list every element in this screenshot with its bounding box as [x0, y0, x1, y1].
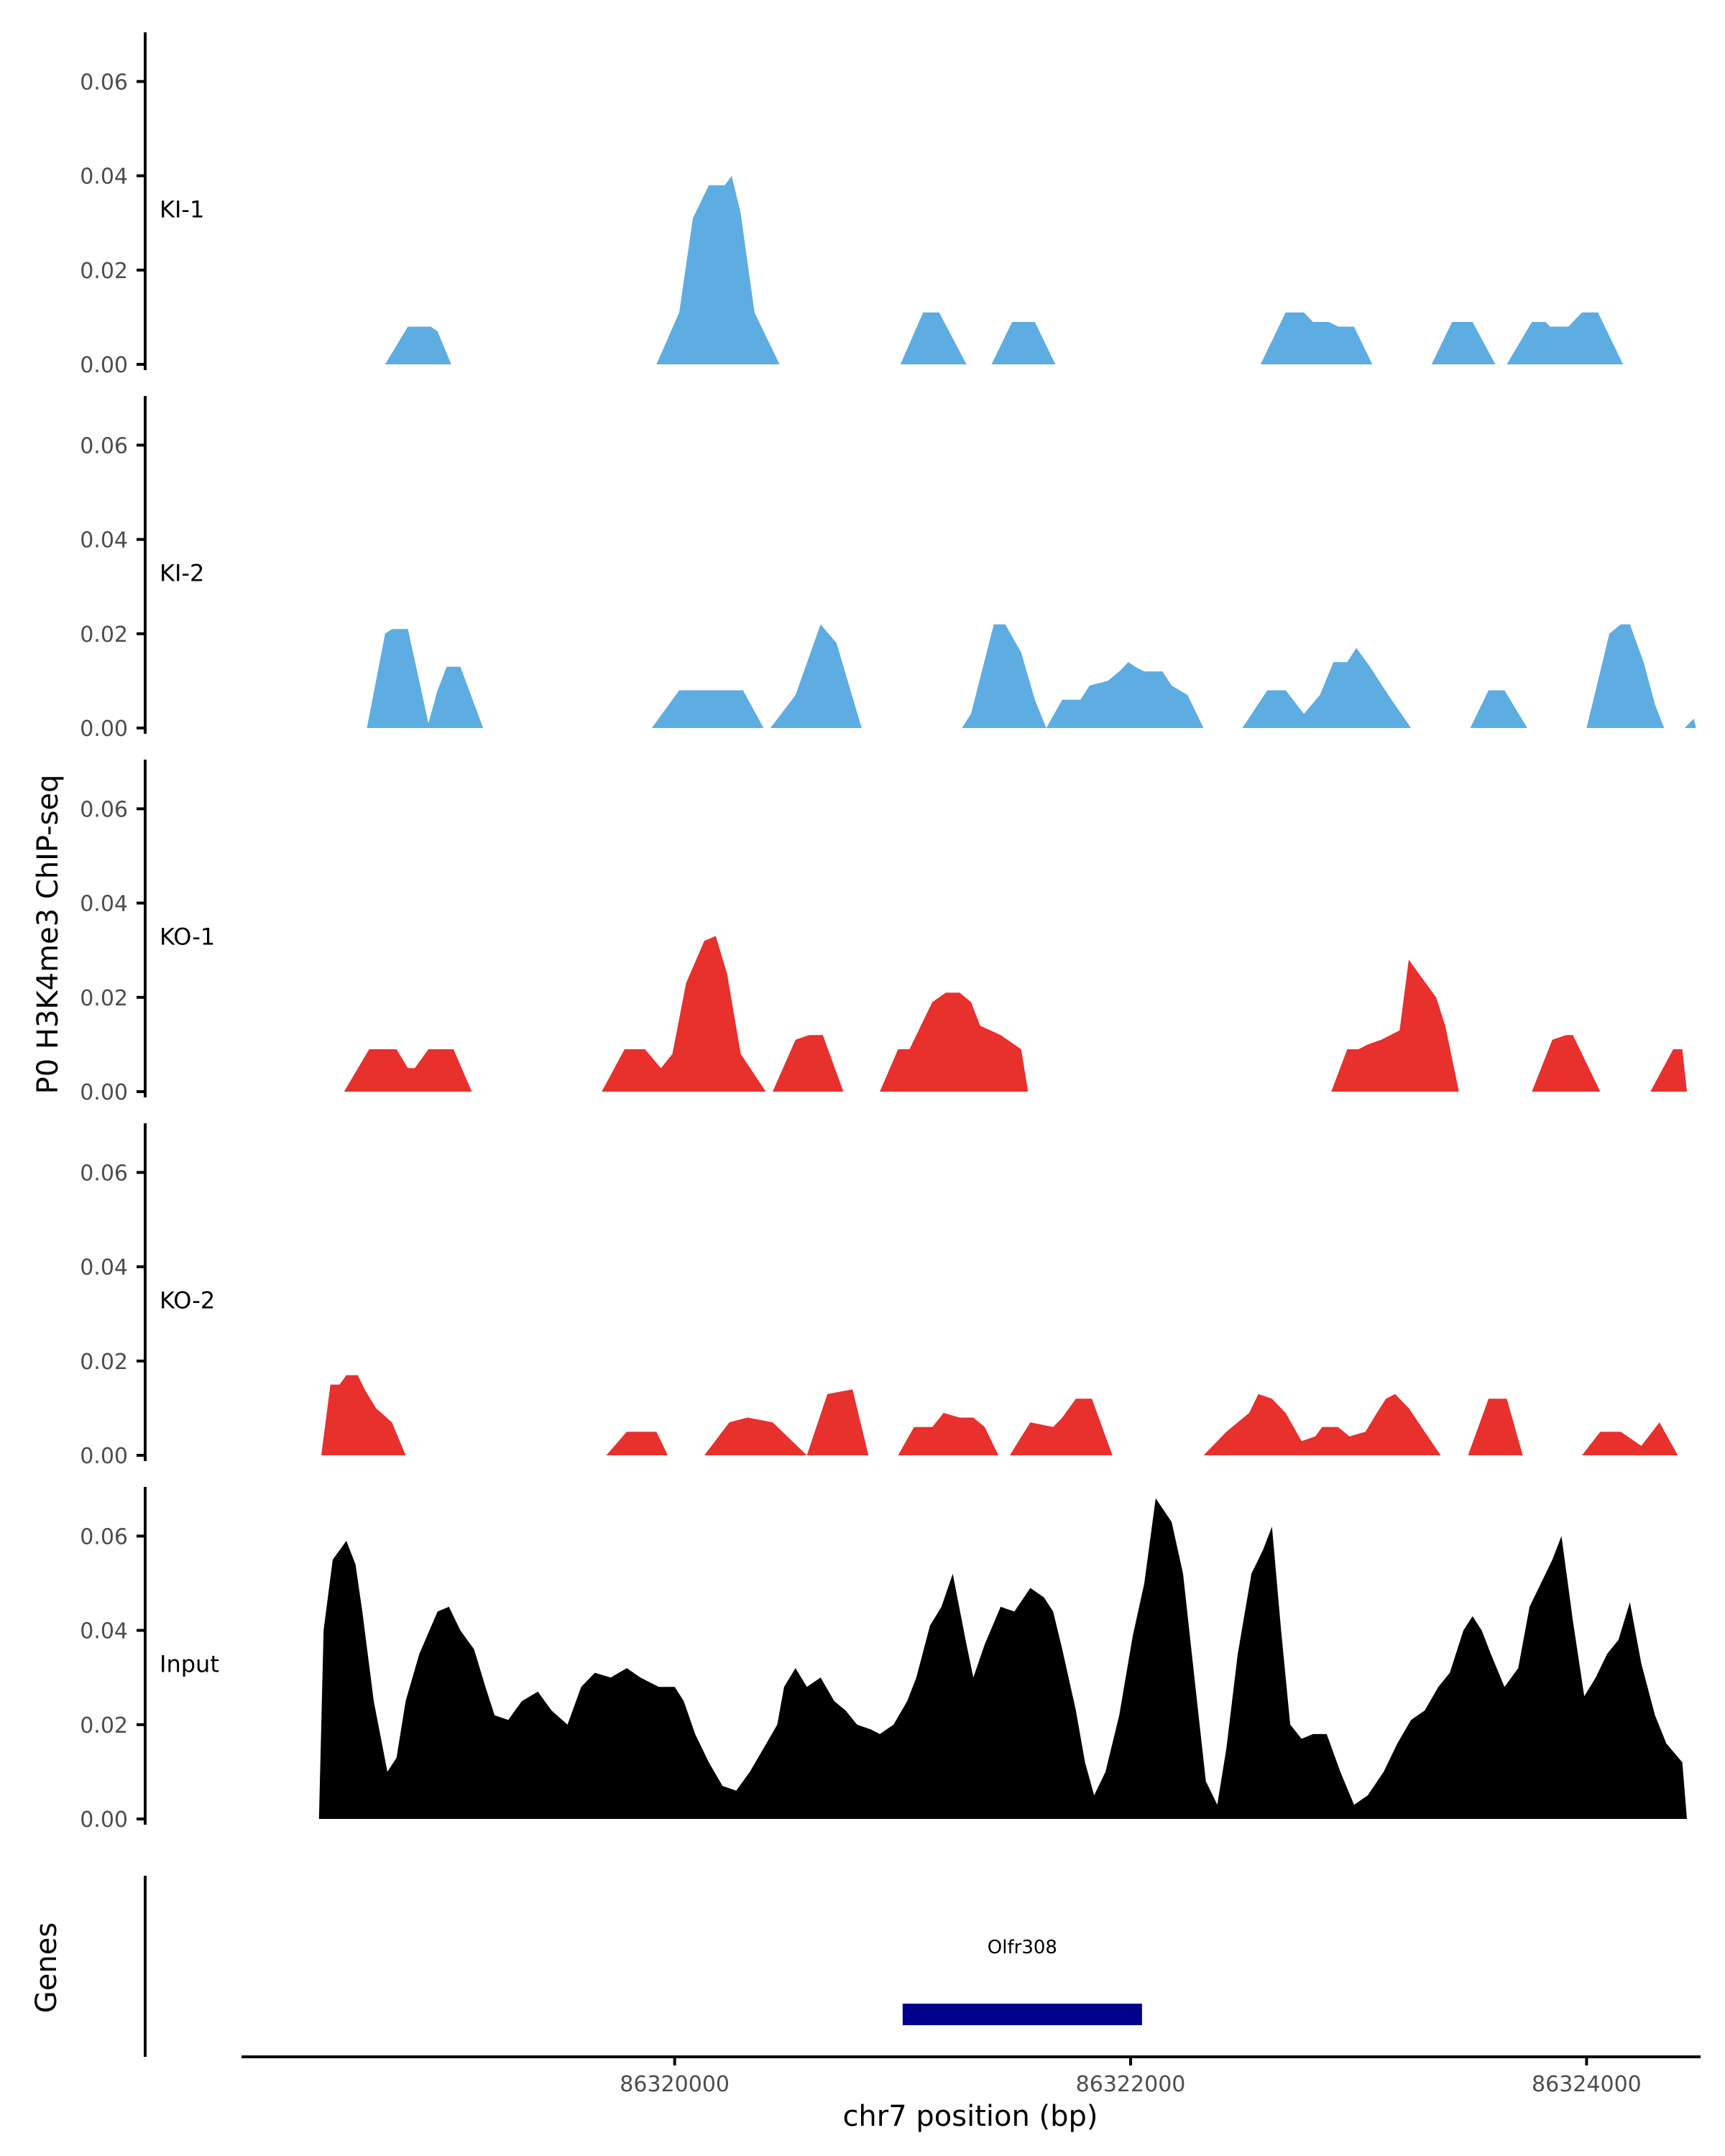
- track-ko-2: 0.00 0.02 0.04 0.06 KO-2: [80, 1123, 1678, 1469]
- track-label: KI-2: [160, 560, 204, 587]
- y-tick-label: 0.00: [80, 353, 128, 378]
- y-tick-label: 0.02: [80, 1713, 128, 1738]
- coverage-area: [318, 1498, 1687, 1819]
- track-label: KI-1: [160, 196, 204, 224]
- coverage-area: [900, 312, 967, 364]
- y-tick-label: 0.06: [80, 797, 128, 822]
- coverage-area: [606, 1432, 668, 1455]
- coverage-area: [1506, 312, 1624, 364]
- genes-panel: Genes Olfr308: [30, 1876, 1142, 2057]
- y-tick-label: 0.02: [80, 622, 128, 648]
- coverage-area: [367, 629, 484, 728]
- y-tick-label: 0.00: [80, 1807, 128, 1833]
- tracks-layer: 0.00 0.02 0.04 0.06 KI-1 0.00 0.02 0.04 0.06 KI-2…: [80, 32, 1696, 1833]
- y-tick-label: 0.06: [80, 1161, 128, 1186]
- coverage-area: [991, 322, 1056, 364]
- coverage-area: [1009, 1399, 1113, 1455]
- y-axis-title: P0 H3K4me3 ChIP-seq: [32, 775, 65, 1095]
- y-tick-label: 0.00: [80, 1080, 128, 1105]
- coverage-area: [1260, 312, 1373, 364]
- coverage-area: [1684, 718, 1696, 728]
- gene-bar: [902, 2004, 1142, 2025]
- coverage-area: [651, 690, 764, 728]
- coverage-area: [1331, 959, 1459, 1092]
- y-tick-label: 0.02: [80, 1350, 128, 1375]
- y-tick-label: 0.02: [80, 986, 128, 1011]
- coverage-area: [962, 624, 1046, 728]
- x-tick-label: 86324000: [1532, 2072, 1642, 2097]
- y-tick-label: 0.04: [80, 892, 128, 917]
- coverage-area: [770, 624, 862, 728]
- y-tick-label: 0.00: [80, 717, 128, 742]
- x-axis: 86320000 86322000 86324000 chr7 position (…: [242, 2055, 1701, 2133]
- track-ki-2: 0.00 0.02 0.04 0.06 KI-2: [80, 396, 1696, 742]
- genes-title: Genes: [30, 1922, 63, 2013]
- y-tick-label: 0.00: [80, 1444, 128, 1469]
- coverage-area: [1532, 1035, 1601, 1092]
- track-label: Input: [160, 1651, 219, 1678]
- coverage-area: [1468, 1399, 1523, 1455]
- x-axis-title: chr7 position (bp): [842, 2100, 1098, 2133]
- coverage-area: [1242, 648, 1412, 728]
- y-tick-label: 0.04: [80, 165, 128, 190]
- y-tick-label: 0.02: [80, 259, 128, 284]
- track-input: 0.00 0.02 0.04 0.06 Input: [80, 1487, 1687, 1833]
- coverage-area: [321, 1375, 406, 1455]
- x-ticks: 86320000 86322000 86324000: [620, 2057, 1642, 2097]
- gene-label: Olfr308: [988, 1937, 1057, 1958]
- coverage-area: [344, 1049, 472, 1092]
- coverage-area: [773, 1035, 844, 1092]
- y-tick-label: 0.06: [80, 433, 128, 459]
- y-tick-label: 0.06: [80, 1524, 128, 1549]
- track-label: KO-1: [160, 923, 215, 951]
- coverage-area: [1586, 624, 1665, 728]
- coverage-area: [1046, 662, 1204, 728]
- coverage-area: [898, 1413, 999, 1455]
- coverage-area: [1431, 322, 1496, 364]
- coverage-area: [602, 936, 766, 1092]
- coverage-area: [385, 326, 451, 364]
- y-tick-label: 0.04: [80, 1256, 128, 1281]
- track-ki-1: 0.00 0.02 0.04 0.06 KI-1: [80, 32, 1624, 378]
- coverage-area: [1203, 1393, 1441, 1455]
- track-ko-1: 0.00 0.02 0.04 0.06 KO-1: [80, 760, 1687, 1105]
- coverage-area: [806, 1389, 869, 1455]
- coverage-area: [1470, 690, 1527, 728]
- coverage-area: [704, 1417, 807, 1455]
- coverage-area: [880, 992, 1029, 1092]
- track-label: KO-2: [160, 1287, 215, 1314]
- y-tick-label: 0.04: [80, 528, 128, 553]
- y-tick-label: 0.06: [80, 70, 128, 95]
- x-tick-label: 86322000: [1076, 2072, 1186, 2097]
- coverage-area: [1650, 1049, 1687, 1092]
- coverage-area: [1582, 1422, 1678, 1455]
- x-tick-label: 86320000: [620, 2072, 730, 2097]
- y-tick-label: 0.04: [80, 1619, 128, 1644]
- coverage-area: [656, 175, 780, 364]
